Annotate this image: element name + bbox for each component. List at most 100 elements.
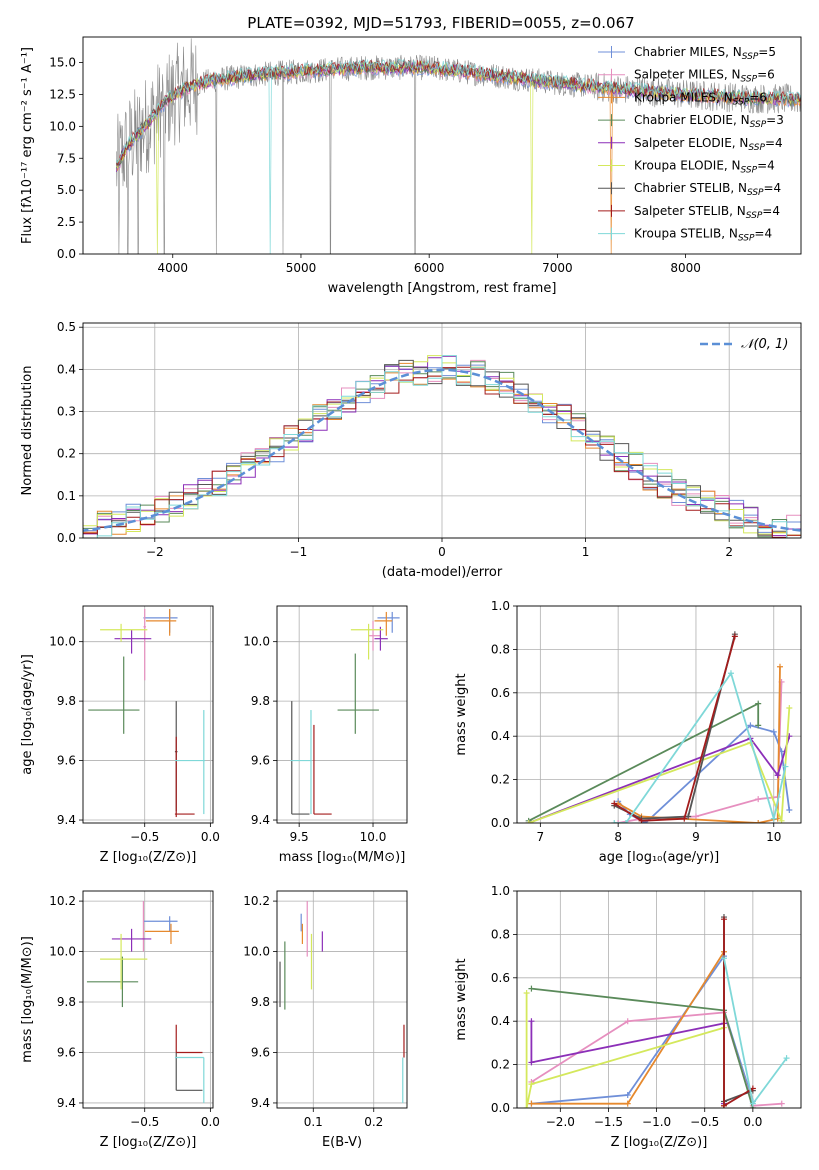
legend-prefix: Salpeter MILES, N — [634, 68, 741, 82]
x-tick-label: 6000 — [414, 261, 445, 275]
x-tick-label: 9 — [692, 830, 700, 844]
plot-area — [279, 901, 405, 1103]
x-tick-label: −0.5 — [130, 830, 159, 844]
plot-area — [523, 914, 790, 1108]
weight-marker — [685, 813, 692, 820]
weight-line — [528, 735, 791, 823]
y-axis-label: mass weight — [454, 958, 469, 1040]
normal-distribution-curve — [83, 368, 801, 532]
x-tick-label: 0.0 — [201, 1115, 220, 1129]
y-tick-label: 0.3 — [57, 405, 76, 419]
weight-marker — [624, 1018, 631, 1025]
weight-series-kroupa-stelib — [720, 955, 790, 1107]
errorbar-chabrier-miles — [377, 611, 400, 633]
legend-prefix: Kroupa STELIB, N — [634, 227, 738, 241]
x-tick-label: 10.0 — [360, 830, 387, 844]
y-tick-label: 0.4 — [491, 1014, 510, 1028]
weight-marker — [528, 985, 535, 992]
y-tick-label: 9.8 — [57, 995, 76, 1009]
y-tick-label: 10.0 — [243, 945, 270, 959]
legend-suffix: =4 — [764, 181, 782, 195]
y-tick-label: 10.0 — [243, 635, 270, 649]
y-tick-label: 0.6 — [491, 686, 510, 700]
y-tick-label: 0.4 — [491, 729, 510, 743]
weight-marker — [615, 820, 622, 823]
plot-area — [83, 355, 801, 538]
weight-series-salpeter-stelib — [611, 633, 738, 823]
x-axis-label: wavelength [Angstrom, rest frame] — [328, 281, 557, 296]
y-tick-label: 9.6 — [57, 754, 76, 768]
plot-frame — [82, 605, 214, 824]
y-tick-label: 0.0 — [491, 816, 510, 830]
legend-subscript: SSP — [733, 97, 750, 107]
legend-entry-salpeter-stelib: Salpeter STELIB, NSSP=4 — [598, 204, 780, 221]
y-tick-label: 0.1 — [57, 489, 76, 503]
legend-suffix: =4 — [757, 159, 775, 173]
weight-marker — [774, 772, 781, 779]
legend-subscript: SSP — [747, 188, 764, 198]
x-tick-label: 1 — [582, 545, 590, 559]
weight-vs-age-panel: 7 8 9 10 0.0 0.2 0.4 0.6 0.8 1.0 age [log₁₀(age/yr… — [454, 599, 802, 865]
y-tick-label: 10.0 — [49, 119, 76, 133]
age-vs-metallicity-panel: −0.5 0.0 9.4 9.6 9.8 10.0 Z [log₁₀(Z/Z⊙)] age [… — [20, 605, 220, 865]
weight-marker — [611, 820, 618, 823]
x-tick-label: −1.0 — [642, 1115, 671, 1129]
legend-label: Kroupa STELIB, NSSP=4 — [634, 227, 772, 244]
weight-marker — [778, 1100, 785, 1107]
y-tick-label: 9.8 — [251, 694, 270, 708]
legend-subscript: SSP — [750, 120, 767, 130]
legend-subscript: SSP — [742, 52, 759, 62]
x-tick-label: 0.2 — [364, 1115, 383, 1129]
weight-marker — [755, 796, 762, 803]
errorbar-salpeter-elodie — [111, 928, 152, 952]
weight-marker — [776, 663, 783, 670]
errorbar-chabrier-miles — [143, 916, 178, 932]
legend-entry-chabrier-elodie: Chabrier ELODIE, NSSP=3 — [598, 113, 784, 130]
legend-label: Salpeter MILES, NSSP=6 — [634, 68, 775, 85]
legend-prefix: Chabrier STELIB, N — [634, 181, 747, 195]
legend-subscript: SSP — [748, 143, 765, 153]
legend-entry-kroupa-miles: Kroupa MILES, NSSP=6 — [598, 90, 767, 107]
plot-frame — [516, 890, 802, 1109]
plot-area — [88, 608, 206, 818]
x-axis-label: E(B-V) — [322, 1135, 362, 1150]
age-vs-mass-panel: 9.5 10.0 9.4 9.6 9.8 10.0 mass [log₁₀(M/M⊙)] — [243, 605, 408, 865]
y-tick-label: 0.8 — [491, 927, 510, 941]
weight-marker — [528, 1081, 535, 1088]
plot-area — [525, 631, 793, 823]
x-tick-label: 0.0 — [743, 1115, 762, 1129]
weight-series-salpeter-stelib — [720, 916, 756, 1108]
weight-marker — [611, 800, 618, 807]
grid-lines — [277, 891, 407, 1108]
weight-vs-metallicity-panel: −2.0 −1.5 −1.0 −0.5 0.0 0.0 0.2 0.4 0.6 0.8 1.0 Z [… — [454, 884, 802, 1150]
y-axis-label: Normed distribution — [20, 366, 35, 496]
y-axis-label: mass weight — [454, 673, 469, 755]
legend-entry-chabrier-miles: Chabrier MILES, NSSP=5 — [598, 45, 776, 62]
weight-marker — [783, 1055, 790, 1062]
weight-marker — [528, 1100, 535, 1107]
weight-marker — [720, 916, 727, 923]
errorbar-salpeter-stelib — [175, 1024, 203, 1054]
legend-subscript: SSP — [738, 234, 755, 244]
legend-suffix: =5 — [758, 45, 776, 59]
legend-label: Chabrier ELODIE, NSSP=3 — [634, 113, 784, 130]
y-axis-label: age [log₁₀(age/yr)] — [20, 654, 35, 775]
y-tick-label: 9.8 — [57, 694, 76, 708]
weight-marker — [624, 1100, 631, 1107]
y-tick-label: 10.0 — [49, 945, 76, 959]
x-tick-label: −2 — [146, 545, 164, 559]
legend-label: Chabrier MILES, NSSP=5 — [634, 45, 776, 62]
y-tick-label: 15.0 — [49, 56, 76, 70]
model-spectrum-kroupa-stelib — [115, 58, 801, 254]
x-axis-label: Z [log₁₀(Z/Z⊙)] — [611, 1135, 708, 1150]
y-tick-label: 0.8 — [491, 642, 510, 656]
y-tick-label: 9.6 — [251, 754, 270, 768]
y-tick-label: 1.0 — [491, 599, 510, 613]
weight-marker — [755, 700, 762, 707]
weight-marker — [622, 820, 629, 823]
x-axis-label: Z [log₁₀(Z/Z⊙)] — [100, 850, 197, 865]
weight-marker — [624, 1091, 631, 1098]
x-tick-label: 5000 — [286, 261, 317, 275]
legend-prefix: Chabrier MILES, N — [634, 45, 742, 59]
x-tick-label: 7000 — [542, 261, 573, 275]
